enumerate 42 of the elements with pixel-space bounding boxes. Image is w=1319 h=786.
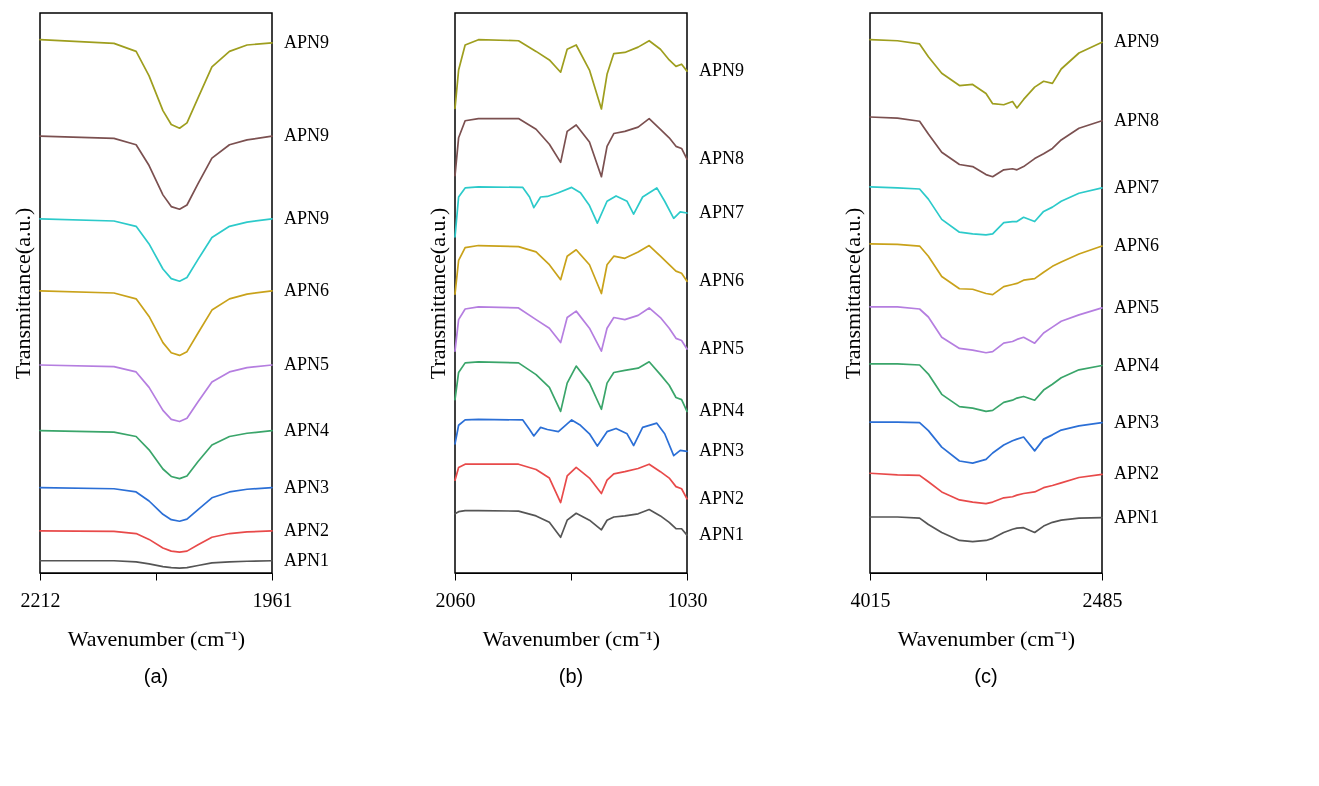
series-label: APN5	[284, 354, 330, 374]
text: (c)	[974, 665, 998, 687]
x-tick-label: 4015	[850, 588, 891, 611]
y-axis-title: Transmittance(a.u.)	[9, 207, 35, 380]
series-label: APN2	[699, 487, 745, 508]
series-label: APN9	[284, 31, 330, 52]
series-label: APN1	[699, 524, 745, 545]
series-label: APN7	[699, 202, 745, 222]
series-label: APN2	[1114, 463, 1160, 484]
y-axis-title: Transmittance(a.u.)	[424, 207, 450, 380]
x-tick-label: 1961	[252, 588, 293, 611]
y-axis-title: Transmittance(a.u.)	[839, 207, 865, 380]
series-label: APN5	[1114, 296, 1160, 317]
series-label: APN4	[1114, 354, 1160, 375]
series-label: APN8	[1114, 109, 1160, 130]
series-label: APN3	[1114, 411, 1160, 432]
series-label: APN2	[284, 519, 330, 540]
series-label: APN3	[284, 476, 330, 497]
series-label: APN8	[699, 148, 745, 169]
series-label: APN4	[284, 419, 330, 440]
series-label: APN4	[699, 400, 745, 421]
series-label: APN7	[1114, 176, 1160, 197]
series-label: APN1	[1114, 506, 1160, 527]
text: (a)	[143, 665, 169, 687]
series-label: APN9	[699, 60, 745, 81]
series-label: APN3	[699, 440, 745, 461]
text: (b)	[558, 665, 584, 687]
series-label: APN9	[284, 207, 330, 228]
x-tick-label: 2060	[435, 588, 476, 611]
x-axis-title: Wavenumber (cm⁻¹)	[897, 625, 1076, 651]
series-label: APN1	[284, 549, 330, 570]
x-axis-title: Wavenumber (cm⁻¹)	[67, 625, 246, 651]
series-label: APN9	[1114, 31, 1160, 52]
series-label: APN5	[699, 338, 745, 358]
x-tick-label: 1030	[667, 588, 708, 611]
x-tick-label: 2485	[1082, 588, 1123, 611]
x-axis-title: Wavenumber (cm⁻¹)	[482, 625, 661, 651]
series-label: APN6	[284, 279, 330, 300]
series-label: APN9	[284, 125, 330, 146]
series-label: APN6	[699, 270, 745, 291]
series-label: APN6	[1114, 235, 1160, 256]
x-tick-label: 2212	[20, 588, 61, 611]
